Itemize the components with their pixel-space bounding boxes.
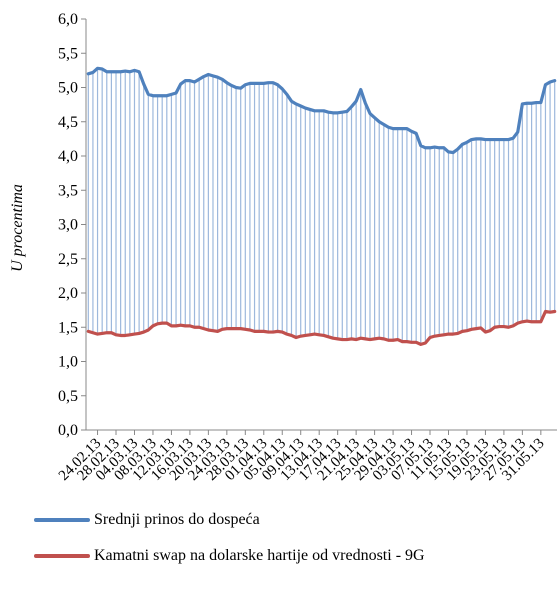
y-tick-label: 2,0: [58, 285, 78, 302]
y-tick-label: 4,5: [58, 114, 78, 131]
y-tick-label: 6,0: [58, 11, 78, 28]
y-tick-label: 1,5: [58, 319, 78, 336]
y-tick-label: 1,0: [58, 354, 78, 371]
y-tick-label: 3,5: [58, 182, 78, 199]
legend-swatch-swap: [34, 554, 90, 558]
y-tick-label: 5,0: [58, 80, 78, 97]
legend-item-swap: Kamatni swap na dolarske hartije od vred…: [34, 546, 425, 566]
chart: 0,00,51,01,52,02,53,03,54,04,55,05,56,0 …: [9, 11, 557, 484]
series-line-yield: [86, 66, 557, 155]
legend: Srednji prinos do dospeća Kamatni swap n…: [34, 510, 425, 582]
y-tick-label: 2,5: [58, 251, 78, 268]
y-tick-label: 3,0: [58, 217, 78, 234]
series-line-swap: [86, 309, 557, 346]
legend-swatch-yield: [34, 518, 90, 522]
legend-label-swap: Kamatni swap na dolarske hartije od vred…: [94, 547, 425, 564]
axes: [85, 19, 557, 431]
y-tick-label: 4,0: [58, 148, 78, 165]
legend-label-yield: Srednji prinos do dospeća: [94, 511, 260, 528]
series-lines: [86, 66, 557, 346]
drop-lines: [87, 68, 556, 345]
x-axis-ticks: 24.02.1328.02.1304.03.1308.03.1312.03.13…: [56, 430, 548, 484]
y-axis-label: U procentima: [9, 184, 26, 272]
y-axis-ticks: 0,0 0,5 1,0 1,5 2,0 2,5 3,0 3,5 4,0 4,5 5,0 5,5 6,0: [58, 11, 86, 439]
y-tick-label: 0,0: [58, 422, 78, 439]
y-tick-label: 5,5: [58, 45, 78, 62]
y-tick-label: 0,5: [58, 388, 78, 405]
legend-item-yield: Srednji prinos do dospeća: [34, 510, 425, 530]
